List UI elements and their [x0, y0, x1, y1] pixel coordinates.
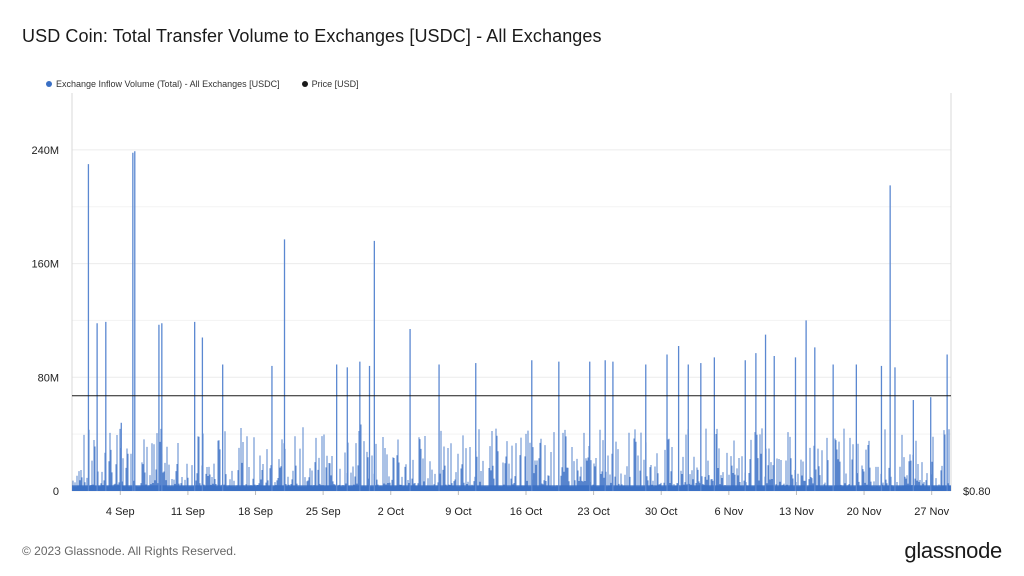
- copyright-footer: © 2023 Glassnode. All Rights Reserved.: [22, 544, 237, 558]
- x-tick-label: 4 Sep: [106, 506, 135, 518]
- right-axis: $0.80: [963, 486, 991, 498]
- y-tick-label: 240M: [31, 145, 59, 157]
- glassnode-logo[interactable]: glassnode: [904, 538, 1002, 563]
- legend-inflow-label: Exchange Inflow Volume (Total) - All Exc…: [56, 79, 280, 89]
- x-axis: 4 Sep 11 Sep 18 Sep 25 Sep 2 Oct 9 Oct 16 Oct 2…: [106, 491, 950, 518]
- y-tick-label: 0: [53, 486, 59, 498]
- price-axis-label: $0.80: [963, 486, 991, 498]
- grid-lines: [71, 93, 952, 492]
- x-tick-label: 9 Oct: [445, 506, 471, 518]
- x-tick-label: 16 Oct: [510, 506, 542, 518]
- x-tick-label: 23 Oct: [577, 506, 609, 518]
- x-tick-label: 25 Sep: [306, 506, 341, 518]
- legend-item-inflow[interactable]: Exchange Inflow Volume (Total) - All Exc…: [46, 79, 280, 89]
- x-tick-label: 30 Oct: [645, 506, 677, 518]
- x-tick-label: 18 Sep: [238, 506, 273, 518]
- x-tick-label: 2 Oct: [378, 506, 404, 518]
- x-tick-label: 20 Nov: [847, 506, 882, 518]
- x-tick-label: 6 Nov: [714, 506, 743, 518]
- y-tick-label: 80M: [38, 372, 59, 384]
- legend: Exchange Inflow Volume (Total) - All Exc…: [46, 79, 359, 89]
- x-tick-label: 13 Nov: [779, 506, 814, 518]
- chart-title: USD Coin: Total Transfer Volume to Excha…: [22, 26, 602, 46]
- y-tick-label: 160M: [31, 259, 59, 271]
- x-tick-label: 27 Nov: [914, 506, 949, 518]
- y-axis: 0 80M 160M 240M: [31, 145, 59, 498]
- legend-price-label: Price [USD]: [311, 79, 359, 89]
- inflow-floor: [72, 485, 951, 491]
- inflow-spikes: [87, 151, 948, 491]
- x-tick-label: 11 Sep: [171, 506, 205, 518]
- legend-item-price[interactable]: Price [USD]: [301, 79, 359, 89]
- legend-inflow-dot: [46, 81, 52, 87]
- legend-price-dot: [301, 81, 308, 87]
